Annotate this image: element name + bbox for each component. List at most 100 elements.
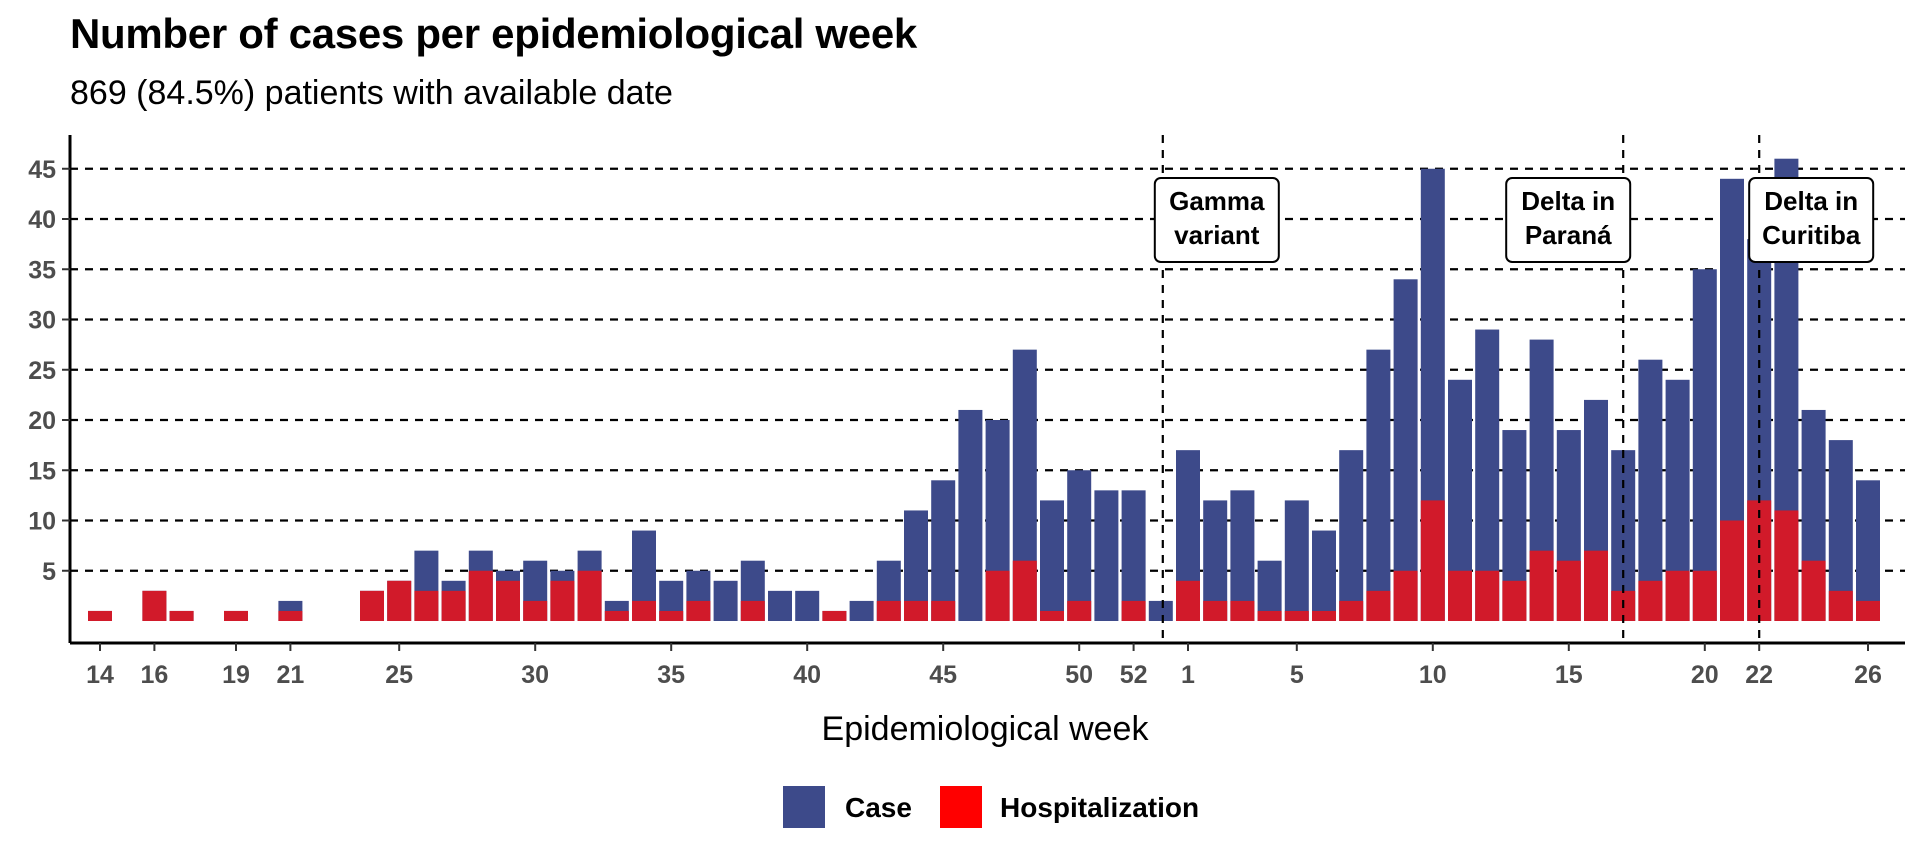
x-tick-label: 35 [657, 661, 685, 689]
case-bar [1393, 279, 1418, 621]
x-tick-label: 52 [1120, 661, 1148, 689]
hospitalization-bar [1856, 600, 1880, 621]
hospitalization-bar [686, 600, 711, 621]
case-bar [1067, 470, 1092, 621]
hospitalization-bar [1502, 580, 1527, 621]
annotation-label: Curitiba [1762, 220, 1861, 250]
x-tick-label: 15 [1555, 661, 1583, 689]
hospitalization-bar [360, 590, 384, 621]
chart-subtitle: 869 (84.5%) patients with available date [70, 74, 673, 112]
x-tick-label: 5 [1290, 661, 1304, 689]
x-tick-label: 40 [793, 661, 821, 689]
variant-lines: Gamma variant Delta in Paraná Delta in Curiti… [1153, 135, 1875, 641]
hospitalization-bar [1475, 570, 1500, 621]
hospitalization-bar [822, 610, 847, 621]
hospitalization-bar [523, 600, 548, 621]
hospitalization-bar [1366, 590, 1391, 621]
hospitalization-bar [1828, 590, 1853, 621]
x-tick-label: 10 [1419, 661, 1447, 689]
case-bar [1040, 500, 1064, 621]
y-tick-label: 30 [28, 307, 56, 335]
hospitalization-bar [1638, 580, 1663, 621]
annotation-box [1505, 177, 1632, 263]
hospitalization-bar [387, 580, 412, 621]
hospitalization-bar [441, 590, 466, 621]
hospitalization-bar [1257, 610, 1282, 621]
x-axis-label: Epidemiological week [822, 710, 1150, 748]
y-tick-label: 10 [28, 508, 56, 536]
hospitalization-bar [1067, 600, 1092, 621]
x-tick-label: 20 [1691, 661, 1719, 689]
hospitalization-bar [468, 570, 493, 621]
case-bar [1692, 269, 1717, 621]
chart-title: Number of cases per epidemiological week [70, 10, 917, 57]
case-bar [713, 580, 738, 621]
hospitalization-bar [1040, 610, 1064, 621]
case-bar [1094, 490, 1119, 621]
case-bar [1638, 359, 1663, 621]
case-bar [1339, 450, 1364, 621]
hospitalization-bar [1339, 600, 1364, 621]
legend-label: Case [845, 792, 912, 823]
y-tick-label: 45 [28, 156, 56, 184]
hospitalization-bar [1692, 570, 1717, 621]
case-bar [768, 590, 792, 621]
hospitalization-bar [904, 600, 928, 621]
hospitalization-bar [659, 610, 684, 621]
x-tick-label: 22 [1745, 661, 1773, 689]
case-bar [1856, 480, 1880, 621]
hospitalization-bar [1584, 550, 1608, 621]
hospitalization-bar [1312, 610, 1336, 621]
y-tick-label: 25 [28, 357, 56, 385]
annotation-label: Delta in [1764, 186, 1858, 216]
hospitalization-bar [1720, 520, 1744, 621]
y-tick-label: 35 [28, 256, 56, 284]
y-tick-label: 40 [28, 206, 56, 234]
hospitalization-bar [1230, 600, 1255, 621]
hospitalization-bar [985, 570, 1010, 621]
x-tick-label: 25 [385, 661, 413, 689]
x-tick-label: 16 [140, 661, 168, 689]
case-bar [1284, 500, 1309, 621]
x-tick-label: 1 [1181, 661, 1195, 689]
hospitalization-bar [169, 610, 194, 621]
x-axis-ticks: 14 16 19 21 25 30 35 40 45 50 52 1 5 10 15 20 22 26 [86, 643, 1882, 689]
x-tick-label: 50 [1065, 661, 1093, 689]
x-tick-label: 21 [276, 661, 304, 689]
y-tick-label: 5 [42, 558, 56, 586]
x-tick-label: 14 [86, 661, 114, 689]
hospitalization-bar [1665, 570, 1690, 621]
hospitalization-bar [876, 600, 901, 621]
x-tick-label: 26 [1854, 661, 1882, 689]
hospitalization-bar [414, 590, 439, 621]
hospitalization-bar [1012, 560, 1037, 621]
x-tick-label: 30 [521, 661, 549, 689]
case-bar [931, 480, 956, 621]
x-tick-label: 45 [929, 661, 957, 689]
hospitalization-bar [278, 610, 303, 621]
case-bar [1121, 490, 1146, 621]
case-bar [958, 409, 983, 621]
hospitalization-bar [1529, 550, 1554, 621]
hospitalization-bar [577, 570, 602, 621]
hospitalization-bar [142, 590, 167, 621]
hospitalization-bar [604, 610, 629, 621]
annotation-label: variant [1174, 220, 1260, 250]
annotation-box [1748, 177, 1875, 263]
y-tick-label: 15 [28, 457, 56, 485]
legend-swatch [940, 786, 982, 828]
hospitalization-bar [1393, 570, 1418, 621]
hospitalization-bar [1203, 600, 1228, 621]
hospitalization-bar [1420, 500, 1445, 621]
hospitalization-bar [1556, 560, 1581, 621]
hospitalization-bar [740, 600, 765, 621]
annotation-label: Delta in [1521, 186, 1615, 216]
case-bar [1366, 349, 1391, 621]
bars [88, 158, 1880, 622]
y-tick-label: 20 [28, 407, 56, 435]
legend: Case Hospitalization [783, 786, 1199, 828]
case-bar [1230, 490, 1255, 621]
hospitalization-bar [1121, 600, 1146, 621]
legend-label: Hospitalization [1000, 792, 1199, 823]
y-axis-ticks: 5 10 15 20 25 30 35 40 45 [28, 156, 70, 586]
